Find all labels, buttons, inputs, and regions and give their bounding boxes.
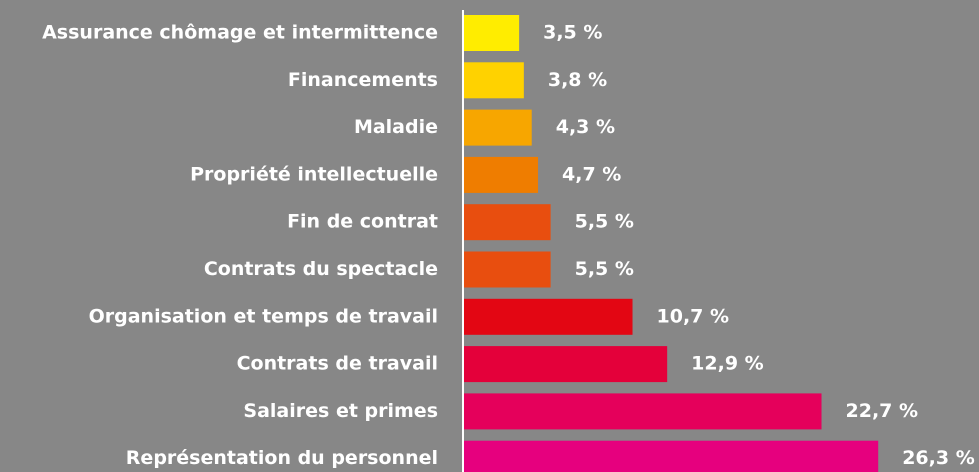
value-label: 26,3 % <box>902 447 975 469</box>
category-label: Assurance chômage et intermittence <box>42 22 438 44</box>
value-label: 5,5 % <box>575 258 634 280</box>
bar <box>464 393 822 430</box>
value-label: 12,9 % <box>691 353 764 375</box>
category-label: Maladie <box>354 116 438 138</box>
bar <box>464 156 539 193</box>
category-label: Représentation du personnel <box>126 447 438 469</box>
value-label: 5,5 % <box>575 211 634 233</box>
bar <box>464 298 633 335</box>
value-label: 4,7 % <box>562 163 621 185</box>
category-label: Financements <box>288 69 438 91</box>
bar <box>464 204 551 241</box>
category-label: Salaires et primes <box>243 400 438 422</box>
category-label: Contrats de travail <box>237 353 438 375</box>
bar <box>464 346 668 383</box>
bar <box>464 15 520 51</box>
category-label: Propriété intellectuelle <box>190 163 438 185</box>
category-label: Fin de contrat <box>287 211 438 233</box>
category-label: Organisation et temps de travail <box>89 305 438 327</box>
bar <box>464 109 532 146</box>
value-label: 4,3 % <box>556 116 615 138</box>
value-label: 10,7 % <box>657 305 730 327</box>
category-label: Contrats du spectacle <box>204 258 438 280</box>
value-label: 3,8 % <box>548 69 607 91</box>
bar <box>464 251 551 288</box>
value-label: 22,7 % <box>846 400 919 422</box>
value-label: 3,5 % <box>543 22 602 44</box>
bar <box>464 62 524 99</box>
bar <box>464 440 879 472</box>
